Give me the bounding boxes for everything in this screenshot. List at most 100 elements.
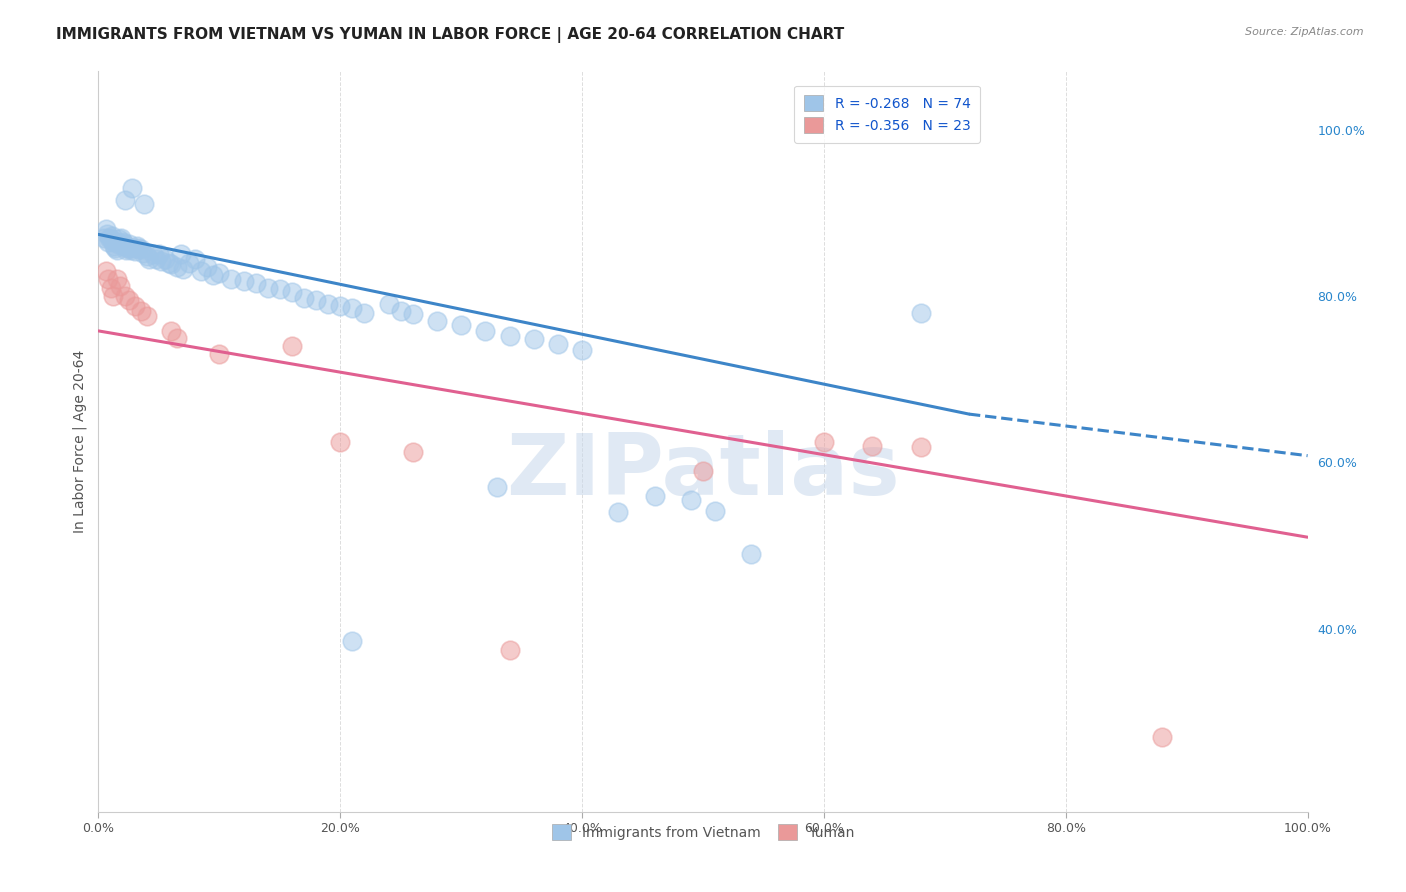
Point [101,234,124,248]
Point [108,235,131,250]
Point [129,243,152,257]
Text: ZIPatlas: ZIPatlas [506,430,900,513]
Point [153,252,176,266]
Point [150,254,173,268]
Point [166,330,188,344]
Point [281,339,304,353]
Point [523,332,546,346]
Point [142,247,165,261]
Point [910,305,932,319]
Point [172,262,194,277]
Point [135,309,157,323]
Point [305,293,328,307]
Point [704,503,727,517]
Point [105,244,128,258]
Point [389,304,412,318]
Point [118,293,141,307]
Point [100,229,122,244]
Point [110,231,132,245]
Point [93,231,115,245]
Point [101,289,124,303]
Point [97,272,120,286]
Point [692,464,714,478]
Point [329,434,352,449]
Point [138,252,160,266]
Point [112,237,135,252]
Text: IMMIGRANTS FROM VIETNAM VS YUMAN IN LABOR FORCE | AGE 20-64 CORRELATION CHART: IMMIGRANTS FROM VIETNAM VS YUMAN IN LABO… [56,27,845,43]
Point [679,492,702,507]
Point [124,244,146,258]
Point [94,264,117,278]
Y-axis label: In Labor Force | Age 20-64: In Labor Force | Age 20-64 [73,350,87,533]
Text: Source: ZipAtlas.com: Source: ZipAtlas.com [1246,27,1364,37]
Point [607,505,630,519]
Point [108,279,131,293]
Point [256,280,278,294]
Legend: Immigrants from Vietnam, Yuman: Immigrants from Vietnam, Yuman [546,818,860,846]
Point [169,247,191,261]
Point [208,266,231,280]
Point [134,197,156,211]
Point [644,489,666,503]
Point [179,255,201,269]
Point [114,289,136,303]
Point [103,239,125,253]
Point [121,241,143,255]
Point [114,194,136,208]
Point [118,237,141,252]
Point [105,272,128,286]
Point [94,222,117,236]
Point [1152,730,1174,744]
Point [148,247,170,261]
Point [100,232,122,246]
Point [111,235,134,249]
Point [498,329,520,343]
Point [377,297,399,311]
Point [127,241,149,255]
Point [208,347,231,361]
Point [342,634,364,648]
Point [571,343,593,357]
Point [115,244,138,258]
Point [269,282,291,296]
Point [450,318,472,332]
Point [221,272,243,286]
Point [166,260,188,274]
Point [353,305,375,319]
Point [107,237,129,252]
Point [740,547,762,561]
Point [160,324,183,338]
Point [547,337,569,351]
Point [104,241,127,255]
Point [402,307,425,321]
Point [281,285,304,299]
Point [127,239,149,253]
Point [96,227,118,241]
Point [108,232,131,246]
Point [329,299,352,313]
Point [100,280,122,294]
Point [114,239,136,253]
Point [402,445,425,459]
Point [160,257,183,271]
Point [117,241,139,255]
Point [342,301,364,316]
Point [184,252,207,266]
Point [910,441,932,455]
Point [145,252,167,266]
Point [486,480,509,494]
Point [195,260,218,274]
Point [860,439,883,453]
Point [474,324,496,338]
Point [120,244,142,258]
Point [132,245,155,260]
Point [498,642,520,657]
Point [129,304,152,318]
Point [135,249,157,263]
Point [190,264,212,278]
Point [316,297,339,311]
Point [813,434,835,449]
Point [124,299,146,313]
Point [121,181,143,195]
Point [292,291,315,305]
